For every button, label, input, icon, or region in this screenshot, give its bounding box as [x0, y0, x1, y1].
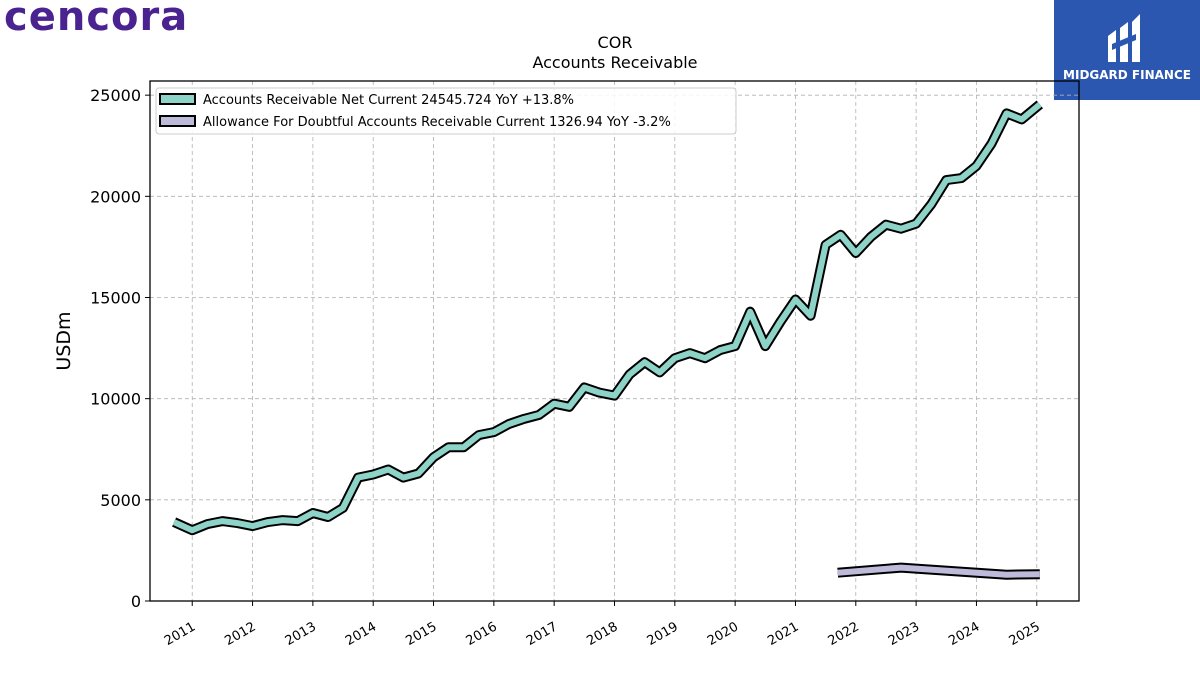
badge-text: MIDGARD FINANCE — [1063, 68, 1191, 82]
x-tick-label: 2012 — [222, 619, 258, 649]
series-line-accounts-receivable — [172, 102, 1042, 534]
x-tick-label: 2023 — [886, 619, 922, 649]
legend-swatch-accounts-receivable — [159, 93, 196, 105]
legend-box — [155, 87, 737, 135]
x-tick-label: 2015 — [403, 619, 439, 649]
legend: Accounts Receivable Net Current 24545.72… — [155, 87, 737, 135]
x-tick-label: 2022 — [826, 619, 862, 649]
x-tick-label: 2025 — [1007, 619, 1043, 649]
x-tick-label: 2018 — [584, 619, 620, 649]
y-axis: 0 5000 10000 15000 20000 25000 — [90, 86, 150, 611]
y-tick-label: 5000 — [100, 491, 141, 510]
chart-title: COR — [598, 33, 633, 52]
series-line-allowance — [837, 564, 1040, 578]
x-tick-label: 2013 — [283, 619, 319, 649]
x-tick-label: 2011 — [162, 619, 198, 649]
cencora-logo: cencora — [4, 0, 189, 40]
midgard-finance-badge: MIDGARD FINANCE — [1054, 0, 1200, 100]
series-outline-accounts-receivable — [172, 100, 1043, 536]
y-axis-label: USDm — [53, 311, 75, 370]
legend-label-allowance: Allowance For Doubtful Accounts Receivab… — [203, 115, 671, 130]
y-tick-label: 15000 — [90, 288, 141, 307]
x-tick-label: 2019 — [645, 619, 681, 649]
chart-subtitle: Accounts Receivable — [532, 53, 697, 72]
x-tick-label: 2020 — [705, 619, 741, 649]
x-tick-label: 2017 — [524, 619, 560, 649]
x-tick-label: 2021 — [765, 619, 801, 649]
x-tick-label: 2016 — [464, 619, 500, 649]
y-tick-label: 10000 — [90, 390, 141, 409]
midgard-logo-icon — [1108, 14, 1140, 62]
x-axis: 2011 2012 2013 2014 2015 2016 2017 2018 2019 2020… — [162, 601, 1043, 649]
series-layer — [172, 100, 1043, 580]
y-tick-label: 0 — [131, 592, 141, 611]
legend-label-accounts-receivable: Accounts Receivable Net Current 24545.72… — [203, 93, 574, 108]
y-tick-label: 20000 — [90, 187, 141, 206]
x-tick-label: 2014 — [343, 619, 379, 649]
y-tick-label: 25000 — [90, 86, 141, 105]
legend-swatch-allowance — [159, 115, 196, 127]
x-tick-label: 2024 — [946, 619, 982, 649]
